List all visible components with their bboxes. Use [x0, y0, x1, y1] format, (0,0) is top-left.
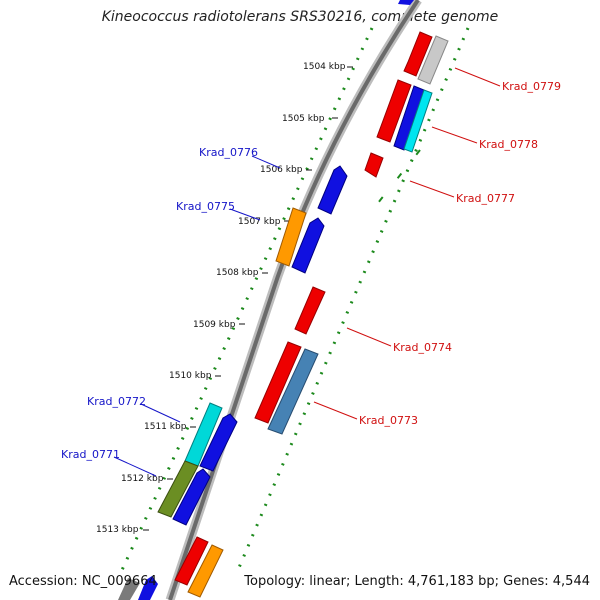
gene-label: Krad_0779 [502, 80, 561, 93]
gene-arrow-orange-krad0775[interactable] [275, 207, 307, 267]
label-krad-0775[interactable]: Krad_0775 [176, 200, 261, 221]
tick-label: 1505 kbp [282, 114, 325, 124]
tick-1509: 1509 kbp [193, 320, 245, 330]
tick-1511: 1511 kbp [144, 422, 196, 432]
gene-label: Krad_0773 [359, 414, 418, 427]
tick-label: 1512 kbp [121, 474, 164, 484]
gene-label: Krad_0777 [456, 192, 515, 205]
label-krad-0773[interactable]: Krad_0773 [313, 401, 418, 427]
gene-arrow-red-krad0774[interactable] [294, 286, 326, 335]
gene-arrow-blue-krad0772[interactable] [199, 413, 238, 472]
label-krad-0779[interactable]: Krad_0779 [454, 67, 561, 93]
gene-label: Krad_0778 [479, 138, 538, 151]
gene-arrow-orange-bottom[interactable] [187, 544, 224, 598]
tick-label: 1507 kbp [238, 217, 281, 227]
gene-arrow-cyan-krad0778[interactable] [403, 89, 433, 153]
genome-summary-text: Topology: linear; Length: 4,761,183 bp; … [244, 574, 590, 589]
tick-label: 1506 kbp [260, 165, 303, 175]
gene-arrow-red-krad0777[interactable] [364, 152, 384, 178]
gene-arrow-olive-krad0771[interactable] [157, 460, 199, 518]
tick-label: 1513 kbp [96, 525, 139, 535]
tick-1506: 1506 kbp [260, 165, 312, 175]
gene-label: Krad_0774 [393, 341, 452, 354]
label-krad-0777[interactable]: Krad_0777 [409, 180, 515, 205]
gene-arrow-red-bottom[interactable] [174, 536, 209, 586]
genome-backbone-core [168, 0, 420, 600]
gene-arrow-blue-krad0778[interactable] [393, 85, 425, 151]
genome-backbone [165, 0, 422, 600]
gene-arrow-blue-krad0775[interactable] [291, 217, 325, 274]
gene-arrow-steelblue-krad0773[interactable] [267, 348, 319, 435]
tick-label: 1508 kbp [216, 268, 259, 278]
label-krad-0772[interactable]: Krad_0772 [87, 395, 181, 423]
gene-arrow-red[interactable] [403, 31, 433, 77]
gene-arrow-gray-bottom[interactable] [118, 578, 140, 600]
accession-text: Accession: NC_009664 [9, 574, 157, 589]
tick-1507: 1507 kbp [238, 217, 290, 227]
gene-label: Krad_0776 [199, 146, 258, 159]
label-krad-0776[interactable]: Krad_0776 [199, 146, 281, 169]
outer-track-left [120, 27, 374, 571]
gene-arrow-blue-krad0776[interactable] [317, 165, 348, 215]
gene-arrow-red-large[interactable] [254, 341, 302, 424]
tick-label: 1504 kbp [303, 62, 346, 72]
gene-label: Krad_0775 [176, 200, 235, 213]
gene-label: Krad_0772 [87, 395, 146, 408]
gene-arrow-blue-bottom[interactable] [138, 576, 158, 600]
tick-1510: 1510 kbp [169, 371, 221, 381]
tick-1508: 1508 kbp [216, 268, 268, 278]
tick-1513: 1513 kbp [96, 525, 149, 535]
inner-track-right [373, 149, 421, 209]
gene-arrow-red-krad0778[interactable] [376, 79, 412, 143]
tick-1504: 1504 kbp [303, 62, 353, 72]
gene-arrow-gray[interactable] [417, 35, 449, 85]
gene-arrow-blue-krad0771[interactable] [172, 468, 211, 526]
tick-label: 1510 kbp [169, 371, 212, 381]
tick-label: 1509 kbp [193, 320, 236, 330]
label-krad-0771[interactable]: Krad_0771 [61, 448, 157, 477]
tick-1512: 1512 kbp [121, 474, 173, 484]
gene-arrow-blue-top[interactable] [398, 0, 414, 5]
tick-label: 1511 kbp [144, 422, 187, 432]
gene-label: Krad_0771 [61, 448, 120, 461]
tick-1505: 1505 kbp [282, 114, 338, 124]
label-krad-0778[interactable]: Krad_0778 [431, 126, 538, 151]
label-krad-0774[interactable]: Krad_0774 [346, 327, 452, 354]
